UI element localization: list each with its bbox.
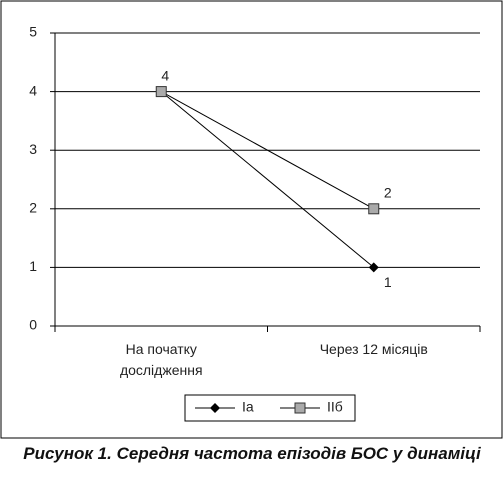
- chart: 0 1 2 3 4 5 1 4 2 Ia IIб: [0, 0, 503, 439]
- x-tick-label: Через 12 місяців: [319, 341, 428, 357]
- series-line: [160, 91, 375, 268]
- series-line: [161, 91, 374, 210]
- chart-title: Рисунок 1. Середня частота епізодів БОС …: [23, 444, 481, 463]
- y-tick-label: 1: [29, 258, 37, 274]
- y-tick-label: 4: [29, 82, 37, 98]
- y-tick-label: 0: [29, 317, 37, 333]
- y-tick-label: 3: [29, 141, 37, 157]
- legend-marker: [210, 403, 220, 413]
- legend-label: IIб: [327, 399, 343, 415]
- y-tick-label: 5: [29, 24, 37, 40]
- data-label: 2: [384, 185, 392, 201]
- legend-marker: [294, 402, 306, 414]
- legend-label: Ia: [242, 399, 254, 415]
- x-tick-label: На початку дослідження: [119, 341, 203, 378]
- data-label: 1: [384, 274, 392, 290]
- point: [368, 203, 380, 215]
- point: [155, 86, 167, 98]
- y-tick-label: 2: [29, 200, 37, 216]
- frame: [0, 0, 503, 439]
- point: [368, 262, 379, 273]
- data-label: 4: [161, 67, 169, 83]
